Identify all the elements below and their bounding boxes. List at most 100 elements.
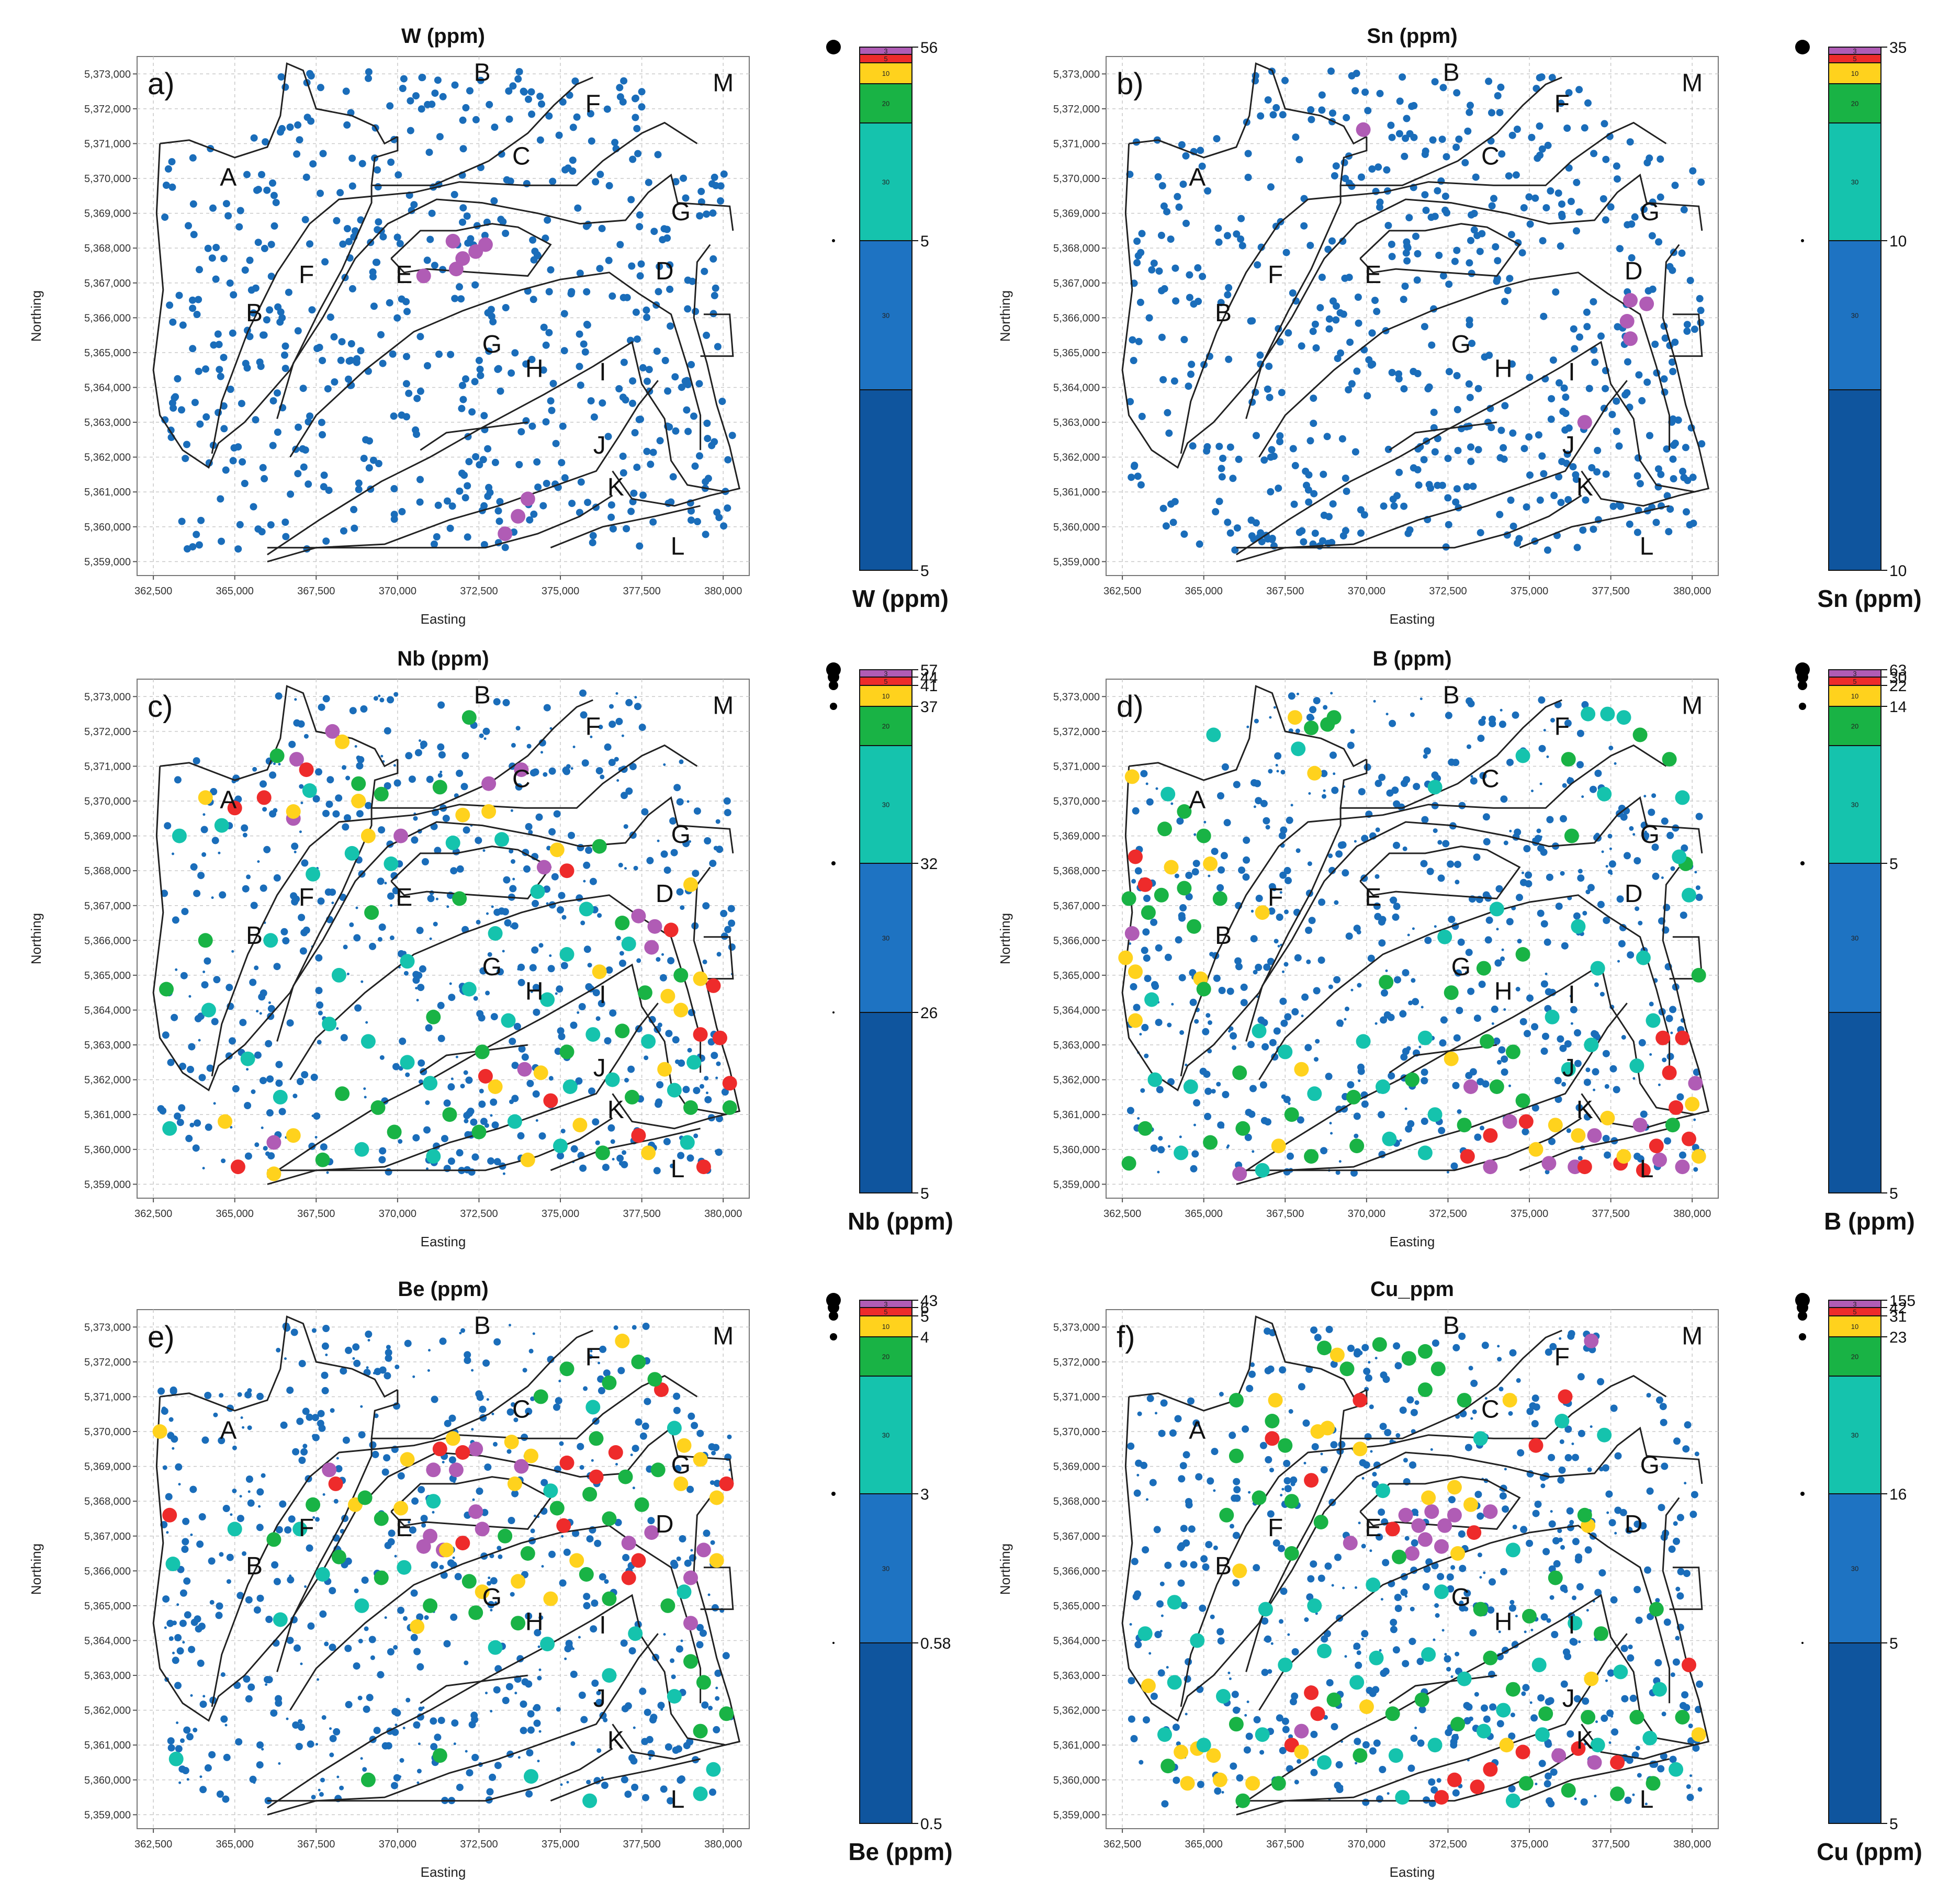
sample-dot xyxy=(1514,828,1522,836)
sample-dot xyxy=(610,1139,615,1144)
sample-dot xyxy=(1569,995,1572,998)
sample-dot xyxy=(1689,474,1697,481)
sample-dot xyxy=(1373,308,1381,316)
sample-dot xyxy=(1170,377,1178,385)
sample-dot xyxy=(1158,182,1166,189)
sample-dot xyxy=(1348,380,1356,388)
sample-dot xyxy=(1190,1561,1198,1569)
sample-dot xyxy=(1620,1644,1628,1652)
anomaly-point-teal xyxy=(1417,1030,1433,1045)
sample-dot xyxy=(1435,252,1443,259)
sample-dot xyxy=(189,345,197,353)
sample-dot xyxy=(1499,1492,1507,1500)
sample-dot xyxy=(390,515,398,523)
sample-dot xyxy=(1358,1079,1361,1083)
sample-dot xyxy=(1253,1716,1261,1723)
anomaly-point-teal xyxy=(1157,1727,1172,1742)
sample-dot xyxy=(1333,772,1336,775)
x-tick-label: 377,500 xyxy=(1592,585,1629,597)
sample-dot xyxy=(179,1619,187,1627)
y-tick-label: 5,362,000 xyxy=(1053,452,1100,464)
sample-dot xyxy=(1342,175,1349,183)
sample-dot xyxy=(205,1123,212,1131)
sample-dot xyxy=(1509,1599,1515,1605)
sample-dot xyxy=(1595,1720,1598,1723)
sample-dot xyxy=(1148,1652,1152,1655)
sample-dot xyxy=(509,1038,516,1045)
sample-dot xyxy=(1678,249,1686,257)
y-tick-label: 5,372,000 xyxy=(84,726,131,738)
sample-dot xyxy=(1260,799,1268,807)
sample-dot xyxy=(632,114,639,121)
sample-dot xyxy=(1498,150,1506,158)
sample-dot xyxy=(1548,1454,1556,1461)
sample-dot xyxy=(703,210,711,218)
sample-dot xyxy=(587,110,594,118)
legend-band-teal xyxy=(859,1376,912,1494)
sample-dot xyxy=(683,406,691,414)
zone-label-b: B xyxy=(1443,682,1460,709)
sample-dot xyxy=(256,1741,264,1749)
sample-dot xyxy=(1491,1022,1494,1025)
sample-dot xyxy=(650,1714,658,1721)
sample-dot xyxy=(526,516,534,524)
anomaly-point-yellow xyxy=(1268,1393,1283,1408)
sample-dot xyxy=(302,1444,308,1449)
sample-dot xyxy=(1205,1013,1211,1018)
sample-dot xyxy=(1536,122,1543,130)
sample-dot xyxy=(1202,1028,1210,1035)
sample-dot xyxy=(1623,389,1631,397)
anomaly-point-teal xyxy=(543,1483,558,1499)
sample-dot xyxy=(1556,379,1563,387)
sample-dot xyxy=(1311,320,1319,328)
sample-dot xyxy=(1334,900,1339,905)
sample-dot xyxy=(693,807,701,815)
sample-dot xyxy=(273,762,276,765)
plot-area xyxy=(1106,56,1719,576)
sample-dot xyxy=(378,923,386,931)
sample-dot xyxy=(335,1465,343,1473)
sample-dot xyxy=(1316,304,1324,312)
sample-dot xyxy=(686,1154,694,1162)
sample-dot xyxy=(226,1553,234,1561)
sample-dot xyxy=(1450,1675,1454,1678)
sample-dot xyxy=(579,1164,587,1172)
sample-dot xyxy=(1439,272,1447,280)
sample-dot xyxy=(206,1064,214,1072)
sample-dot xyxy=(1396,97,1404,105)
sample-dot xyxy=(1240,983,1248,991)
sample-dot xyxy=(292,1448,300,1456)
sample-dot xyxy=(1286,816,1293,824)
sample-dot xyxy=(1673,1521,1678,1526)
y-tick-label: 5,367,000 xyxy=(84,278,131,289)
y-tick-label: 5,362,000 xyxy=(84,1705,131,1717)
legend-symbol xyxy=(826,40,841,54)
sample-dot xyxy=(1261,1043,1269,1051)
sample-dot xyxy=(264,1676,271,1684)
sample-dot xyxy=(1329,297,1337,305)
sample-dot xyxy=(1602,1464,1609,1472)
sample-dot xyxy=(390,412,398,420)
sample-dot xyxy=(1232,1579,1240,1587)
sample-dot xyxy=(1400,1588,1408,1596)
anomaly-point-green xyxy=(1489,1079,1504,1094)
sample-dot xyxy=(1233,1486,1241,1493)
sample-dot xyxy=(556,985,564,993)
sample-dot xyxy=(348,285,356,292)
sample-dot xyxy=(560,1783,563,1786)
anomaly-point-teal xyxy=(1545,1009,1560,1024)
sample-dot xyxy=(288,1515,296,1523)
legend-band-teal xyxy=(859,122,912,241)
sample-dot xyxy=(1390,896,1398,904)
sample-dot xyxy=(647,460,655,468)
sample-dot xyxy=(460,1084,465,1089)
sample-dot xyxy=(243,364,251,372)
y-tick-label: 5,371,000 xyxy=(84,138,131,150)
sample-dot xyxy=(172,916,179,924)
sample-dot xyxy=(532,768,539,776)
x-tick-label: 365,000 xyxy=(1185,1839,1223,1850)
sample-dot xyxy=(598,725,603,729)
sample-dot xyxy=(252,416,260,424)
sample-dot xyxy=(1482,891,1490,899)
sample-dot xyxy=(672,1747,680,1754)
